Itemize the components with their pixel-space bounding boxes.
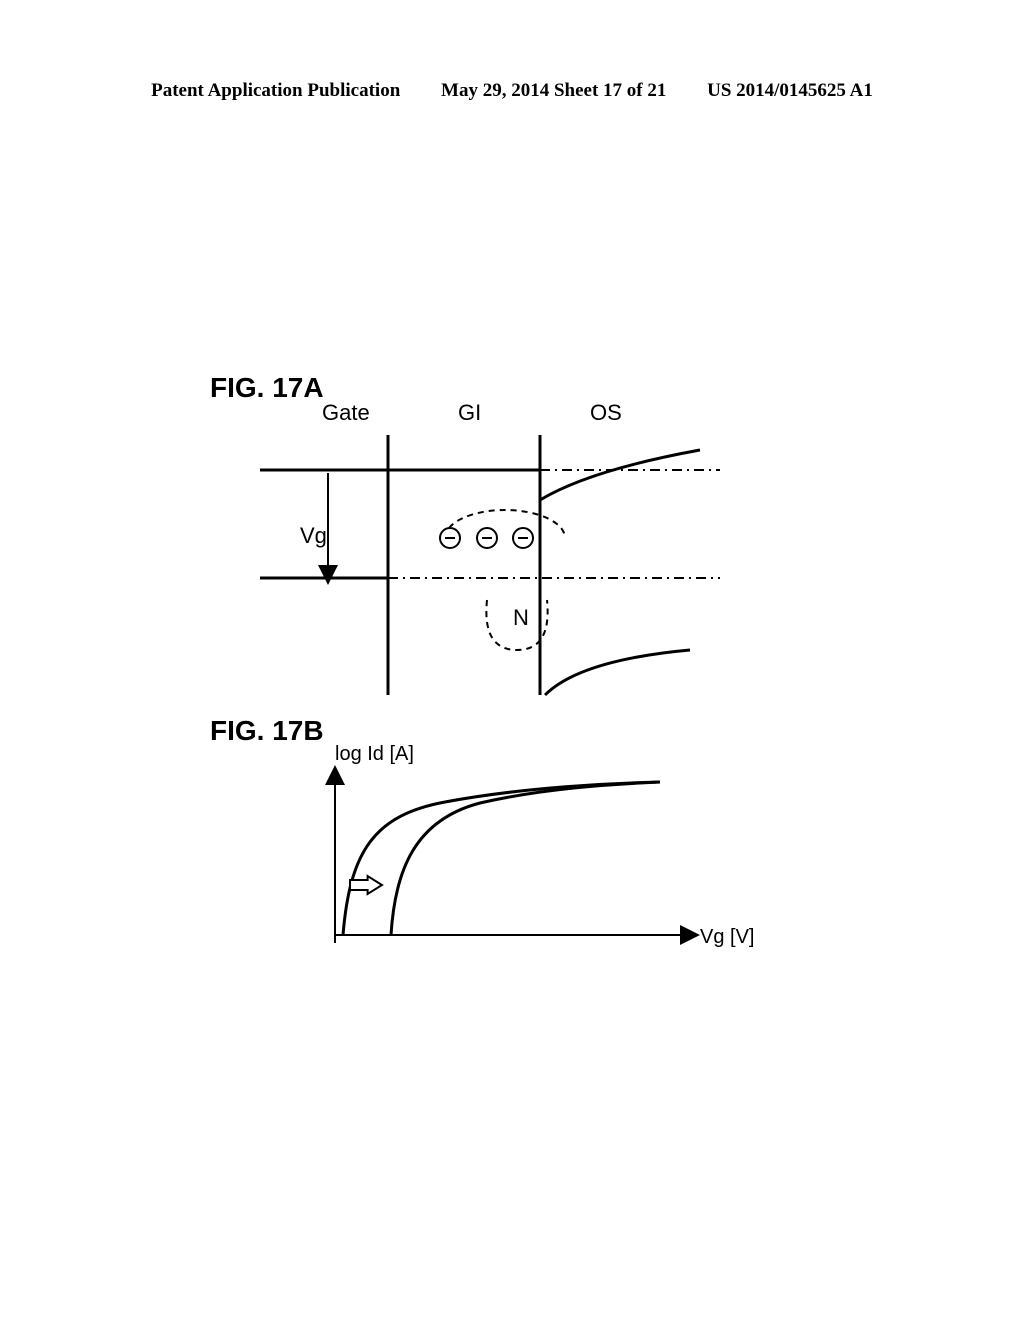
x-axis-label: Vg [V] (700, 926, 754, 948)
fig-17b-chart: log Id [A] Vg [V] (295, 740, 775, 970)
gi-region-label: GI (458, 400, 481, 425)
n-label: N (513, 605, 529, 630)
y-axis-label: log Id [A] (335, 743, 414, 765)
electron-bubble (445, 510, 565, 538)
electron-0 (440, 528, 460, 548)
os-band-bot (545, 650, 690, 695)
electron-1 (477, 528, 497, 548)
page-header: Patent Application Publication May 29, 2… (0, 80, 1024, 102)
fig-17a-diagram: Gate GI OS Vg N (260, 395, 740, 705)
header-left: Patent Application Publication (151, 80, 400, 101)
header-center: May 29, 2014 Sheet 17 of 21 (441, 80, 666, 101)
vg-label: Vg (300, 523, 327, 548)
os-band-top (540, 450, 700, 500)
idvg-curve-1 (343, 782, 660, 935)
os-region-label: OS (590, 400, 622, 425)
page: Patent Application Publication May 29, 2… (0, 0, 1024, 1320)
threshold-shift-arrow-icon (350, 876, 382, 894)
gate-region-label: Gate (322, 400, 370, 425)
header-right: US 2014/0145625 A1 (707, 80, 873, 101)
electron-2 (513, 528, 533, 548)
